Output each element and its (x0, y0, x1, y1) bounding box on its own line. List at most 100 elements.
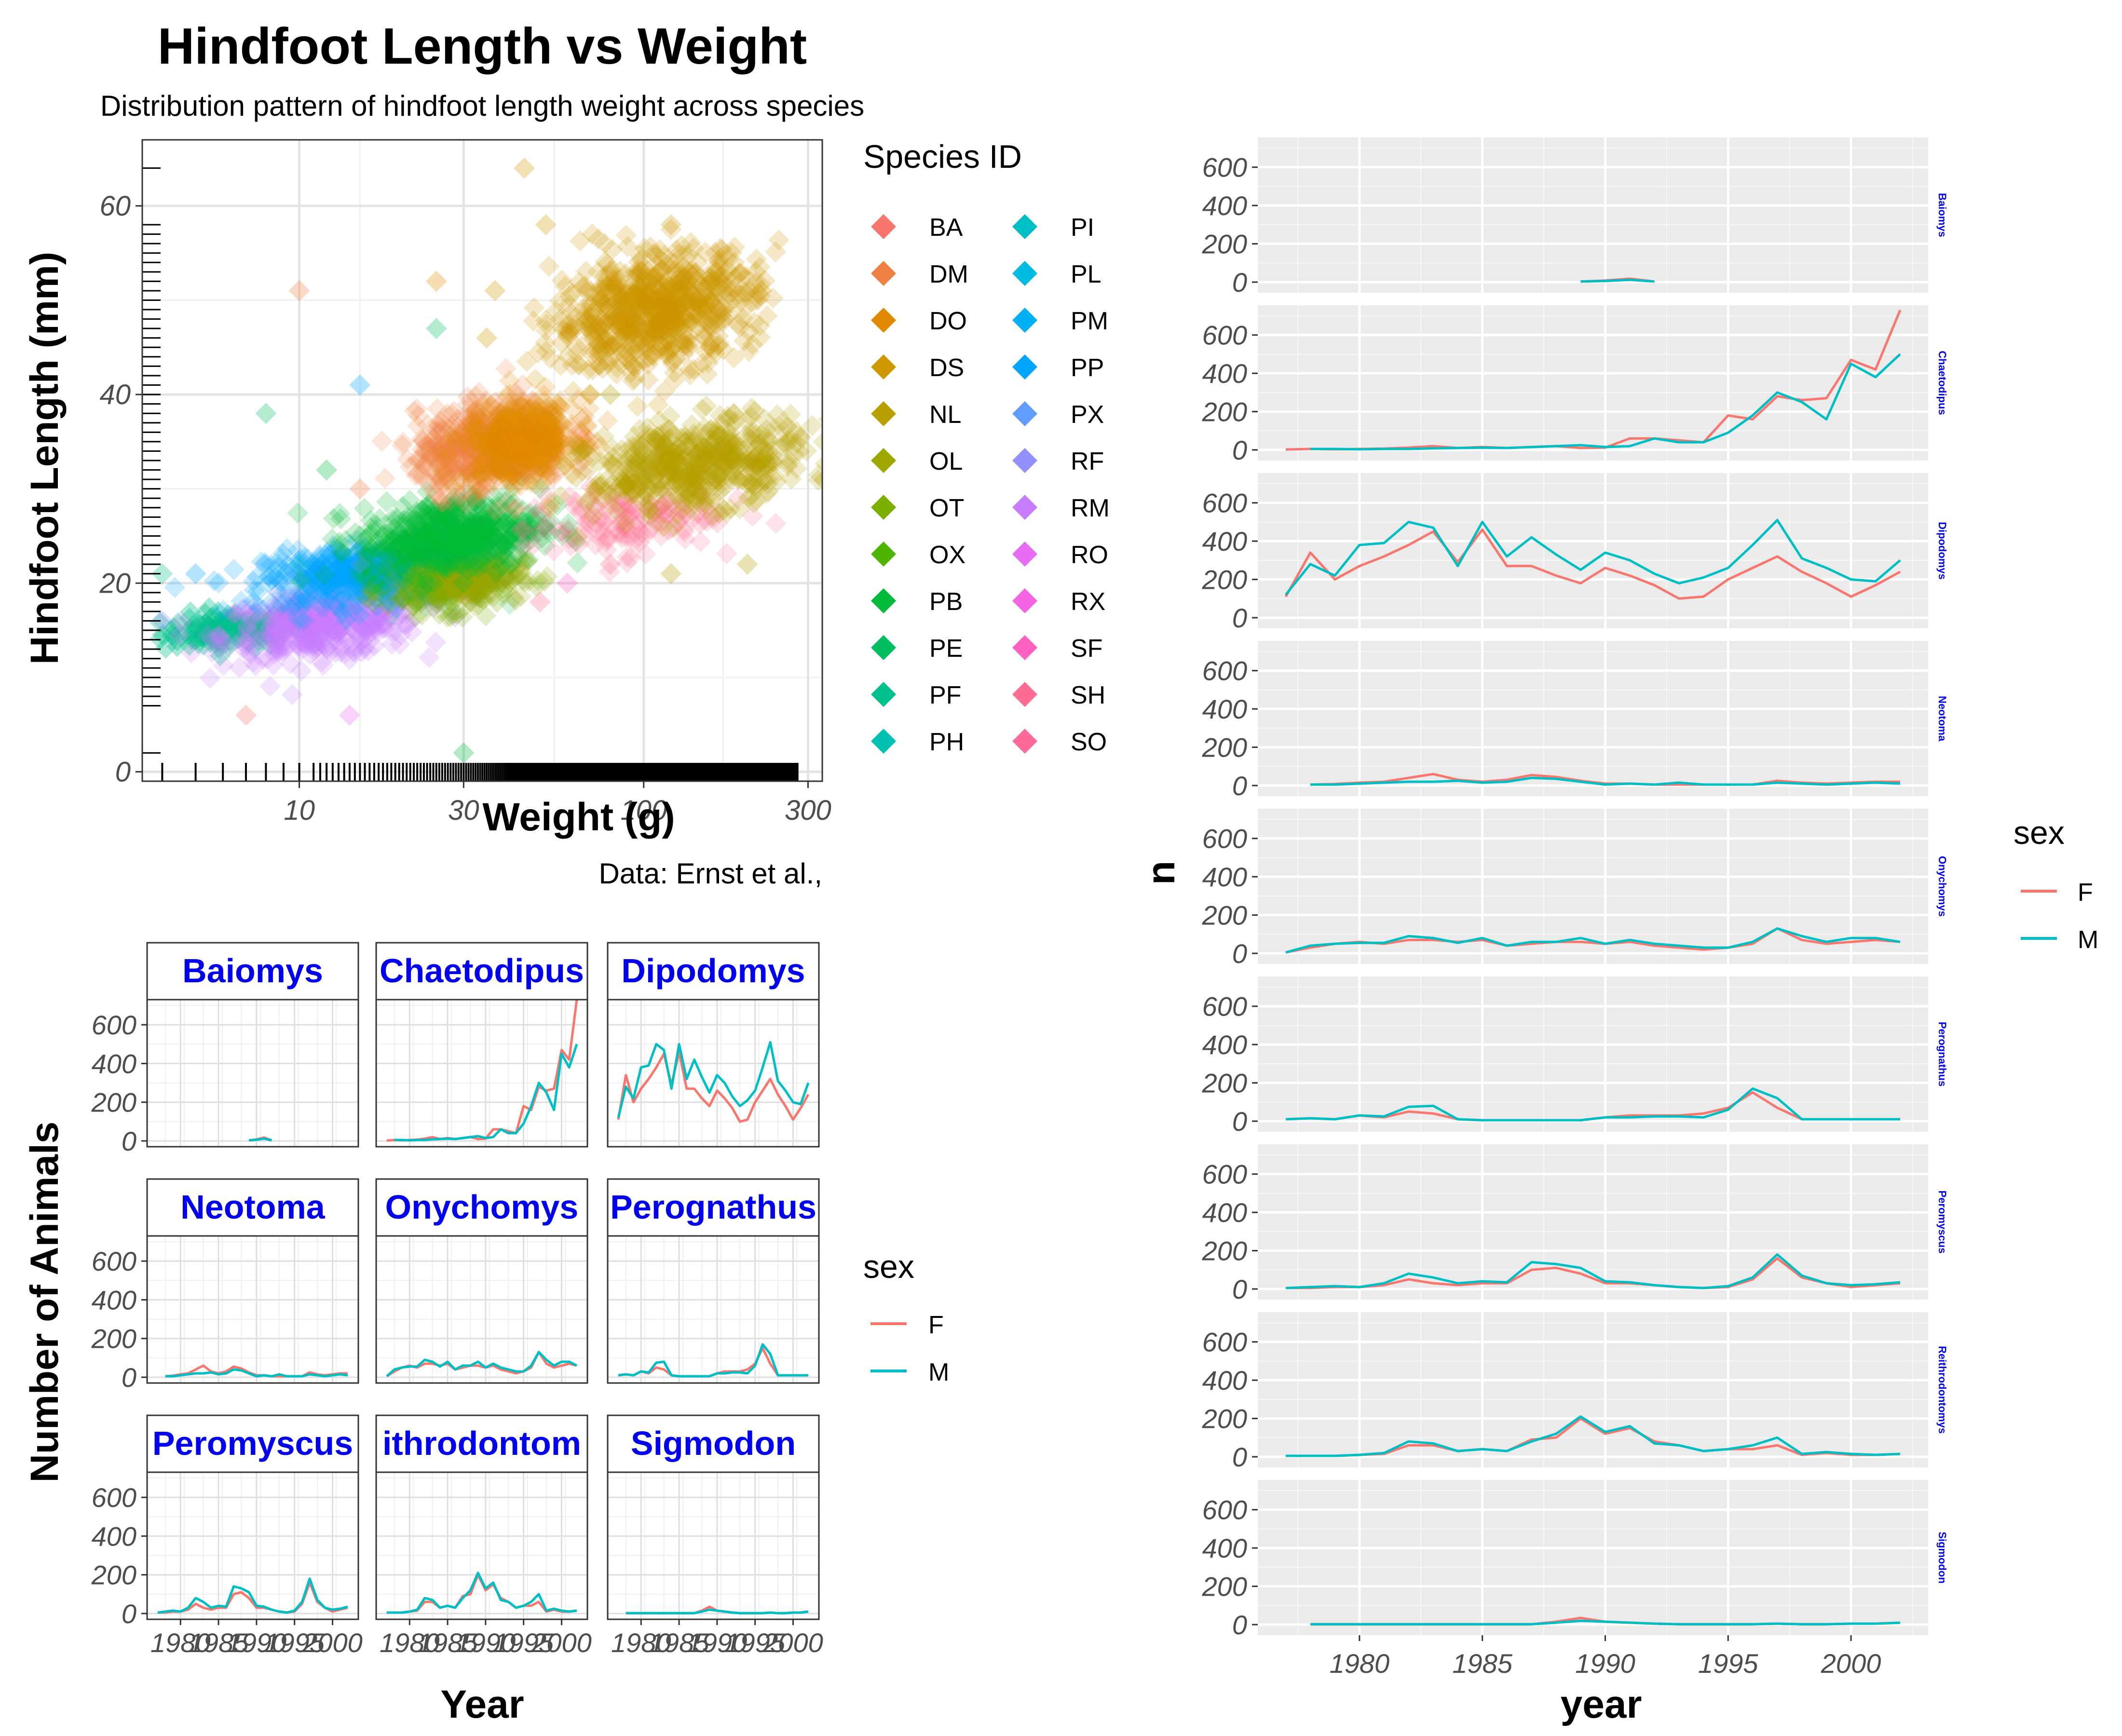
scatter-point (421, 558, 442, 580)
scatter-point (308, 615, 330, 637)
scatter-point (306, 611, 328, 632)
scatter-point (358, 613, 379, 635)
scatter-point (267, 639, 289, 661)
scatter-point (205, 632, 227, 653)
scatter-point (339, 600, 360, 622)
scatter-point (289, 631, 311, 653)
scatter-point (306, 578, 328, 599)
scatter-point (292, 632, 313, 653)
scatter-point (273, 614, 295, 636)
scatter-point (220, 610, 242, 631)
scatter-point (268, 619, 289, 640)
scatter-point (326, 628, 348, 650)
scatter-point (253, 617, 274, 638)
scatter-point (273, 622, 295, 644)
scatter-point (302, 628, 324, 650)
scatter-point (178, 608, 200, 629)
scatter-point (343, 590, 365, 611)
scatter-point (232, 638, 254, 660)
scatter-point (244, 615, 266, 637)
scatter-point (223, 615, 245, 637)
scatter-point (248, 629, 270, 651)
scatter-point (287, 607, 309, 629)
scatter-point (349, 615, 371, 637)
scatter-point (283, 600, 304, 622)
scatter-point (243, 597, 264, 618)
scatter-point (431, 555, 452, 577)
scatter-point (270, 624, 291, 646)
scatter-point (279, 597, 300, 619)
scatter-point (320, 602, 341, 624)
scatter-point (293, 598, 315, 620)
scatter-point (368, 608, 390, 629)
scatter-point (266, 596, 287, 618)
scatter-point (312, 622, 333, 644)
scatter-point (272, 589, 293, 610)
scatter-point (281, 613, 302, 635)
scatter-point (180, 642, 202, 664)
scatter-point (263, 595, 285, 617)
scatter-point (258, 617, 280, 639)
scatter-point (212, 619, 234, 640)
scatter-point (369, 572, 391, 594)
scatter-point (200, 624, 221, 646)
scatter-point (363, 613, 384, 635)
scatter-points (149, 157, 822, 764)
scatter-point (260, 618, 282, 640)
scatter-point (260, 623, 282, 644)
scatter-point (387, 608, 409, 629)
scatter-point (340, 580, 361, 601)
scatter-point (426, 570, 448, 592)
scatter-point (324, 630, 346, 651)
scatter-point (355, 574, 377, 596)
scatter-point (201, 629, 222, 650)
scatter-point (266, 637, 288, 659)
scatter-point (459, 547, 480, 569)
scatter-point (206, 607, 228, 629)
scatter-point (301, 621, 323, 643)
scatter-point (310, 610, 331, 631)
scatter-subtitle: Distribution pattern of hindfoot length … (100, 90, 864, 122)
scatter-point (313, 635, 335, 656)
scatter-point (292, 624, 314, 645)
scatter-point (383, 570, 405, 591)
scatter-point (381, 563, 402, 585)
scatter-point (309, 607, 330, 629)
scatter-point (454, 561, 476, 583)
scatter-point (437, 564, 458, 585)
scatter-point (319, 593, 341, 614)
scatter-point (460, 547, 482, 569)
scatter-point (354, 628, 376, 650)
scatter-point (374, 612, 396, 634)
scatter-point (384, 590, 406, 612)
scatter-point (256, 627, 277, 649)
scatter-point (223, 606, 245, 628)
scatter-point (290, 640, 312, 662)
scatter-point (293, 613, 314, 634)
scatter-point (260, 625, 282, 647)
scatter-point (290, 593, 312, 614)
scatter-point (243, 651, 264, 673)
scatter-point (355, 604, 377, 625)
scatter-point (244, 611, 265, 633)
scatter-point (344, 592, 365, 614)
scatter-point (364, 618, 386, 640)
scatter-point (404, 578, 425, 600)
scatter-point (262, 605, 284, 627)
scatter-point (242, 619, 263, 640)
scatter-point (228, 618, 250, 639)
scatter-point (484, 572, 505, 594)
scatter-point (325, 611, 347, 633)
scatter-point (410, 592, 432, 613)
scatter-point (247, 630, 269, 652)
scatter-point (210, 618, 231, 639)
scatter-point (178, 635, 200, 656)
scatter-point (351, 631, 372, 652)
scatter-point (366, 588, 388, 610)
scatter-point (438, 568, 460, 589)
scatter-point (361, 614, 383, 636)
scatter-point (197, 615, 219, 636)
scatter-point (199, 667, 221, 689)
scatter-point (271, 609, 293, 630)
